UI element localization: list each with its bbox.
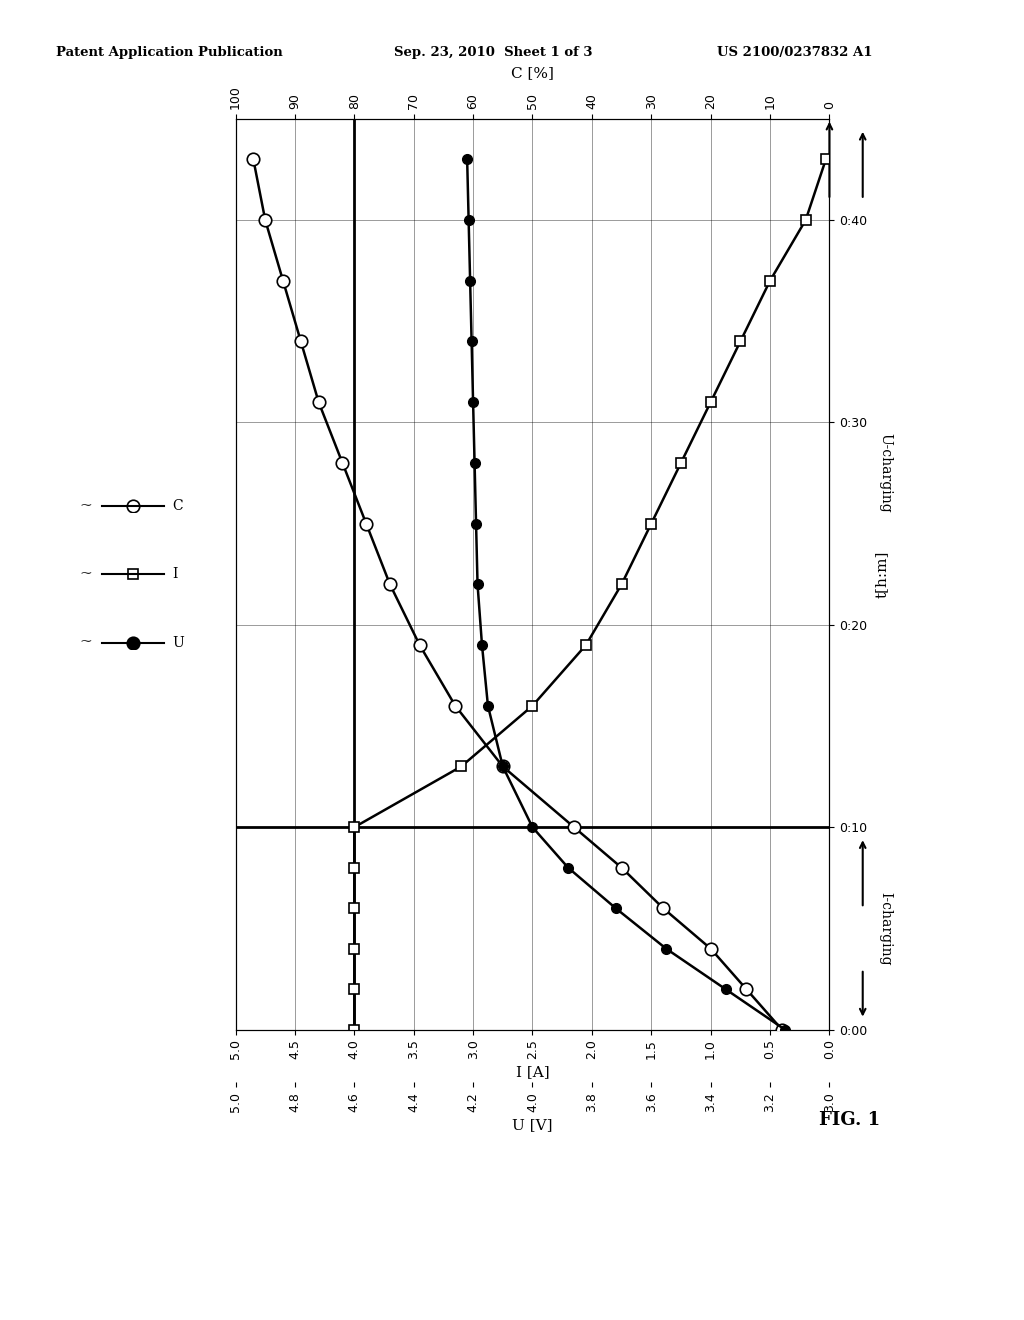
Text: Patent Application Publication: Patent Application Publication xyxy=(56,46,283,59)
Text: I-charging: I-charging xyxy=(879,891,893,965)
Text: I: I xyxy=(172,568,177,581)
Text: Sep. 23, 2010  Sheet 1 of 3: Sep. 23, 2010 Sheet 1 of 3 xyxy=(394,46,593,59)
X-axis label: C [%]: C [%] xyxy=(511,66,554,81)
X-axis label: U [V]: U [V] xyxy=(512,1118,553,1131)
X-axis label: I [A]: I [A] xyxy=(516,1065,549,1078)
Text: C: C xyxy=(172,499,182,513)
Text: FIG. 1: FIG. 1 xyxy=(819,1110,881,1129)
Y-axis label: t[h:m]: t[h:m] xyxy=(874,550,889,598)
Text: US 2100/0237832 A1: US 2100/0237832 A1 xyxy=(717,46,872,59)
Text: U: U xyxy=(172,635,183,649)
Text: ~: ~ xyxy=(80,635,92,649)
Text: ~: ~ xyxy=(80,568,92,581)
Text: U-charging: U-charging xyxy=(879,433,893,513)
Text: ~: ~ xyxy=(80,499,92,513)
